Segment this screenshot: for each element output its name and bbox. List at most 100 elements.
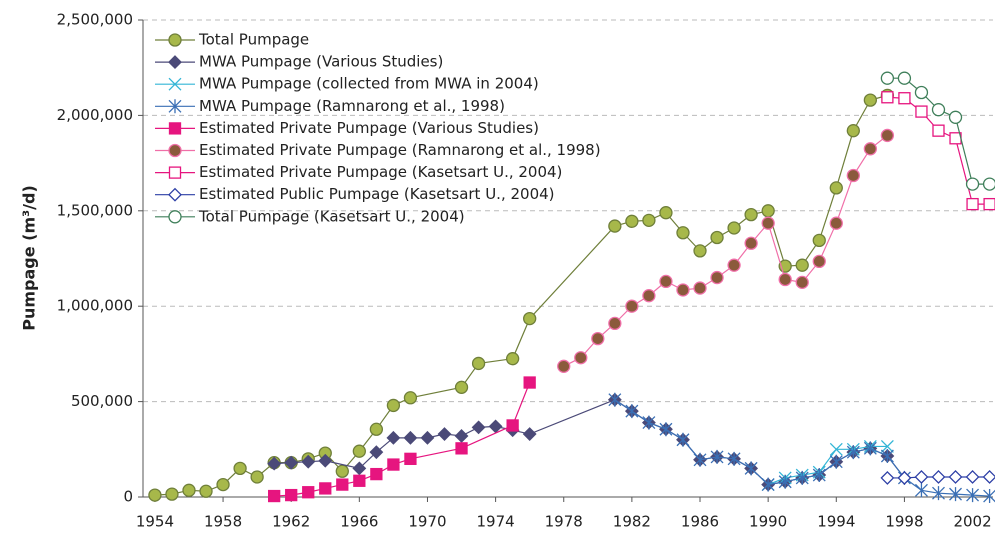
marker — [302, 486, 315, 499]
marker — [301, 454, 316, 469]
marker — [404, 452, 417, 465]
legend-marker — [168, 166, 182, 179]
marker — [897, 71, 912, 85]
marker — [744, 461, 758, 476]
series-line — [563, 134, 888, 367]
marker — [386, 430, 401, 445]
marker — [965, 470, 980, 484]
x-tick-label: 2002 — [953, 513, 991, 531]
x-tick-label: 1970 — [408, 513, 446, 531]
marker — [437, 427, 452, 441]
marker — [932, 124, 945, 137]
marker — [370, 467, 383, 481]
marker — [182, 483, 196, 497]
y-tick-label: 2,500,000 — [57, 11, 133, 29]
marker — [812, 468, 826, 483]
marker — [455, 442, 468, 455]
legend-label: Total Pumpage (Kasetsart U., 2004) — [198, 207, 465, 225]
legend-label: Estimated Private Pumpage (Various Studi… — [199, 119, 539, 137]
marker — [829, 216, 843, 230]
marker — [318, 453, 333, 468]
marker — [403, 391, 418, 405]
marker — [676, 283, 690, 297]
marker — [881, 91, 894, 104]
y-tick-label: 0 — [123, 488, 133, 506]
marker — [506, 419, 519, 432]
marker — [319, 482, 332, 495]
marker — [642, 213, 656, 227]
marker — [693, 244, 707, 258]
legend-marker — [168, 210, 182, 224]
marker — [880, 471, 895, 485]
marker — [846, 168, 860, 183]
marker — [915, 105, 928, 118]
marker — [846, 124, 860, 138]
marker — [966, 488, 980, 503]
x-tick-label: 1958 — [204, 513, 242, 531]
x-tick-label: 1986 — [681, 513, 719, 531]
marker — [659, 422, 673, 437]
marker — [352, 461, 367, 476]
marker — [284, 455, 299, 470]
marker — [710, 449, 724, 464]
marker — [523, 376, 536, 389]
y-tick-label: 500,000 — [71, 392, 133, 410]
marker — [932, 486, 945, 501]
marker — [386, 398, 401, 413]
series-line — [274, 382, 531, 497]
marker — [199, 484, 213, 498]
marker — [352, 444, 366, 458]
marker — [863, 441, 877, 456]
series-line — [767, 445, 888, 486]
marker — [880, 71, 895, 85]
marker — [914, 85, 929, 100]
marker — [795, 258, 809, 272]
x-tick-label: 1998 — [885, 513, 923, 531]
x-tick-label: 1954 — [136, 513, 174, 531]
legend-marker — [168, 187, 182, 202]
marker — [727, 221, 741, 235]
series-line — [274, 399, 905, 486]
marker — [846, 445, 860, 460]
marker — [369, 445, 384, 460]
legend-label: Estimated Private Pumpage (Ramnarong et … — [199, 141, 601, 159]
marker — [693, 281, 707, 295]
marker — [948, 470, 963, 484]
marker — [727, 451, 741, 466]
marker — [949, 487, 962, 502]
marker — [574, 351, 588, 365]
marker — [625, 214, 639, 228]
marker — [285, 488, 298, 502]
marker — [812, 233, 826, 248]
marker — [522, 427, 537, 441]
marker — [693, 452, 707, 467]
legend-marker — [168, 122, 182, 135]
marker — [897, 471, 912, 485]
marker — [353, 474, 366, 487]
legend-label: MWA Pumpage (collected from MWA in 2004) — [199, 75, 539, 93]
marker — [216, 477, 230, 492]
marker — [863, 93, 878, 107]
marker — [914, 483, 928, 498]
marker — [454, 380, 469, 394]
x-tick-label: 1966 — [340, 513, 378, 531]
marker — [898, 92, 911, 105]
marker — [250, 470, 264, 484]
marker — [454, 429, 469, 443]
marker — [557, 359, 571, 373]
marker — [505, 352, 520, 366]
y-tick-label: 1,000,000 — [57, 297, 133, 315]
legend-marker — [168, 143, 182, 158]
marker — [523, 311, 537, 326]
marker — [829, 442, 843, 456]
legend-label: Total Pumpage — [198, 31, 309, 49]
marker — [778, 474, 792, 489]
marker — [829, 454, 843, 469]
marker — [931, 103, 946, 117]
marker — [642, 289, 656, 303]
marker — [880, 439, 894, 453]
legend-marker — [168, 55, 182, 70]
x-tick-label: 1962 — [272, 513, 310, 531]
marker — [471, 356, 486, 371]
y-tick-label: 2,000,000 — [57, 106, 133, 124]
